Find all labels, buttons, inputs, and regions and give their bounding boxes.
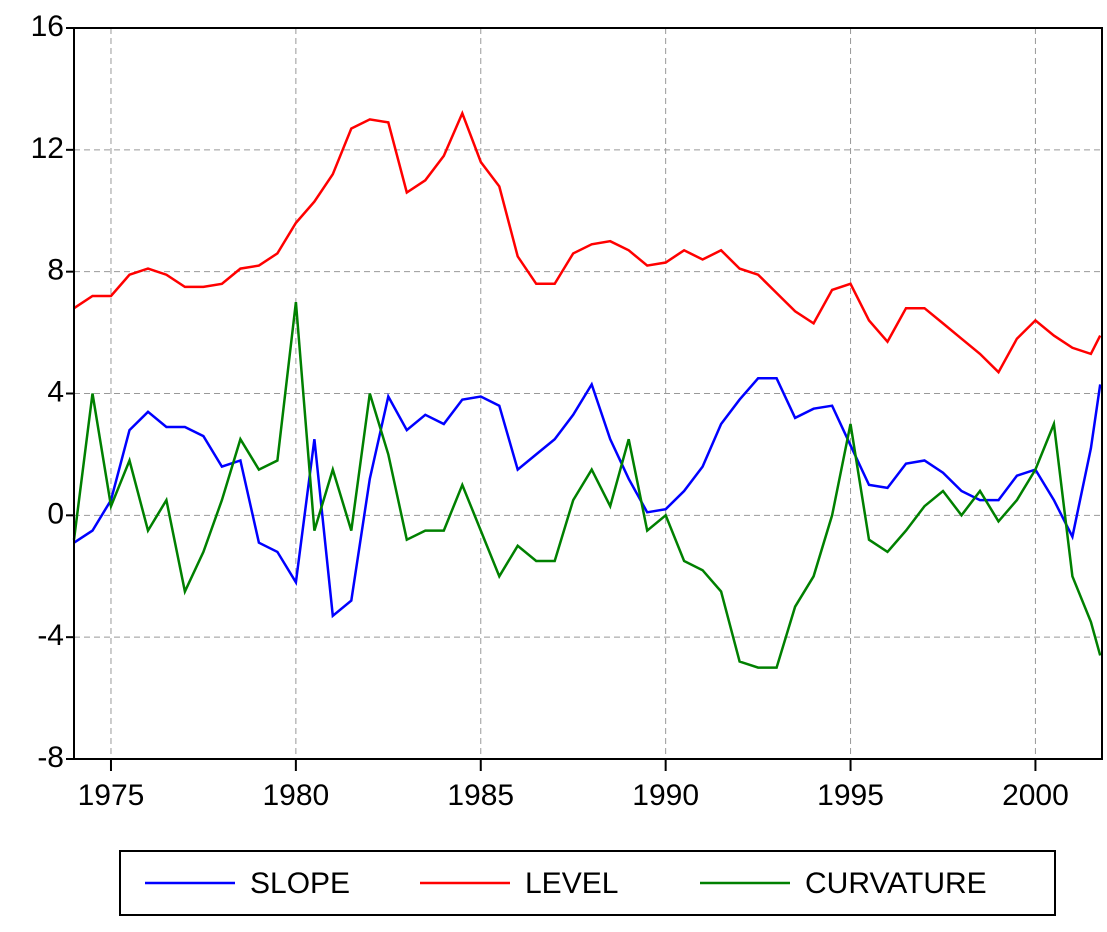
x-tick-label: 1980 (262, 779, 329, 812)
plot-frame (73, 27, 1103, 760)
legend-label: LEVEL (525, 867, 618, 900)
series-line (73, 109, 1102, 375)
y-tick-label: 16 (31, 10, 64, 43)
x-tick-label: 1990 (632, 779, 699, 812)
series-line (72, 301, 1102, 669)
legend-label: CURVATURE (805, 867, 987, 900)
y-tick-label: 0 (47, 497, 64, 530)
y-tick-label: -4 (37, 619, 64, 652)
legend-box (119, 850, 1056, 916)
y-tick-label: 8 (47, 254, 64, 287)
x-tick-label: 2000 (1002, 779, 1069, 812)
y-tick-label: -8 (37, 741, 64, 774)
x-tick-label: 1985 (447, 779, 514, 812)
x-tick-label: 1995 (817, 779, 884, 812)
y-tick-label: 12 (31, 132, 64, 165)
legend-label: SLOPE (250, 867, 350, 900)
series-line (73, 377, 1102, 619)
x-tick-label: 1975 (78, 779, 145, 812)
y-tick-label: 4 (47, 375, 64, 408)
